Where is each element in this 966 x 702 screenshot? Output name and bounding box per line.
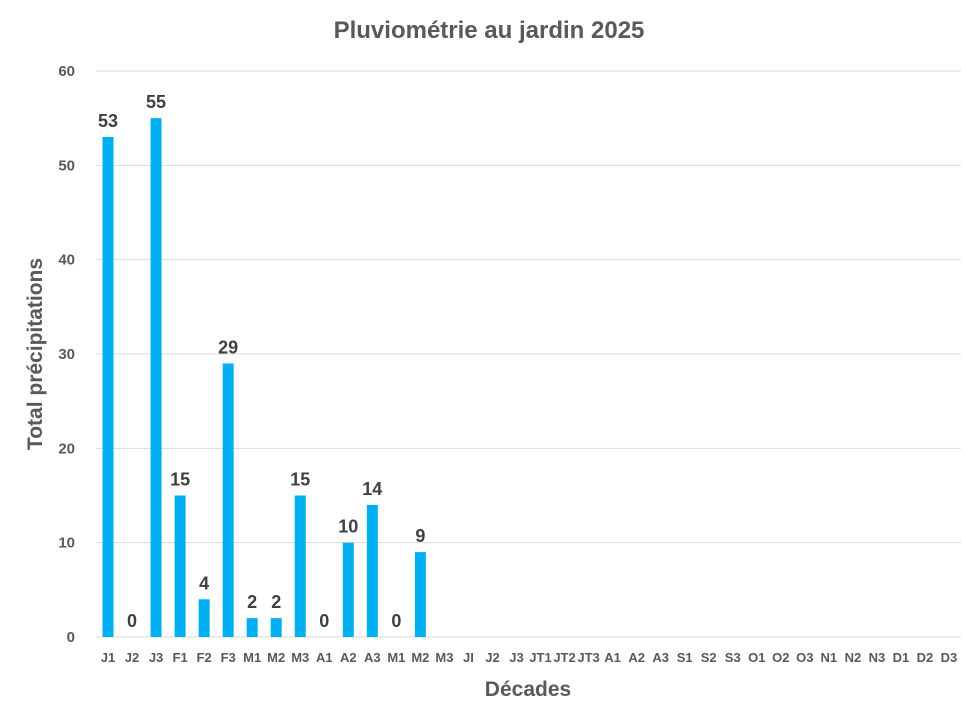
x-tick-label: A3 — [652, 650, 669, 665]
data-label: 10 — [338, 517, 358, 537]
data-label: 0 — [391, 611, 401, 631]
x-tick-label: J1 — [101, 650, 115, 665]
y-tick-label: 30 — [58, 346, 75, 363]
x-tick-label: M1 — [243, 650, 261, 665]
data-label: 2 — [247, 592, 257, 612]
data-label: 14 — [362, 479, 382, 499]
x-tick-label: J2 — [485, 650, 499, 665]
bar — [414, 552, 426, 637]
x-tick-label: D3 — [941, 650, 958, 665]
x-axis-ticks: J1 J2 J3 F1 F2 F3 M1 M2 M3 A1 A2 A3 M1 M2 M3 JI J2 J3 JT1 J… — [101, 650, 958, 665]
x-tick-label: D2 — [917, 650, 934, 665]
data-label: 0 — [319, 611, 329, 631]
bar — [366, 504, 378, 637]
x-tick-label: JT3 — [577, 650, 599, 665]
x-tick-label: F3 — [221, 650, 236, 665]
x-tick-label: M1 — [387, 650, 405, 665]
bar — [342, 542, 354, 637]
x-tick-label: A1 — [604, 650, 621, 665]
x-tick-label: O3 — [796, 650, 813, 665]
gridlines — [96, 70, 961, 638]
bar — [198, 599, 210, 637]
x-tick-label: A3 — [364, 650, 381, 665]
bar — [270, 618, 282, 637]
x-tick-label: J2 — [125, 650, 139, 665]
y-tick-label: 40 — [58, 252, 75, 269]
data-label: 9 — [415, 526, 425, 546]
x-tick-label: S2 — [701, 650, 717, 665]
x-tick-label: F1 — [173, 650, 188, 665]
bar — [222, 363, 234, 637]
x-tick-label: O1 — [748, 650, 765, 665]
data-label: 15 — [290, 470, 310, 490]
data-label: 2 — [271, 592, 281, 612]
x-tick-label: S3 — [725, 650, 741, 665]
x-tick-label: A2 — [340, 650, 357, 665]
x-tick-label: M3 — [291, 650, 309, 665]
bar — [246, 618, 258, 637]
x-tick-label: JT1 — [529, 650, 551, 665]
x-tick-label: M3 — [435, 650, 453, 665]
data-label: 0 — [127, 611, 137, 631]
y-tick-label: 60 — [58, 63, 75, 80]
bars — [102, 118, 426, 638]
bar — [174, 495, 186, 637]
y-tick-label: 20 — [58, 440, 75, 457]
x-tick-label: A1 — [316, 650, 333, 665]
x-tick-label: F2 — [197, 650, 212, 665]
y-tick-label: 0 — [67, 629, 75, 646]
y-tick-label: 50 — [58, 157, 75, 174]
x-tick-label: O2 — [772, 650, 789, 665]
bar — [294, 495, 306, 637]
x-tick-label: J3 — [509, 650, 523, 665]
x-tick-label: J3 — [149, 650, 163, 665]
chart-title: Pluviométrie au jardin 2025 — [334, 17, 645, 44]
x-axis-title: Décades — [485, 678, 571, 701]
x-tick-label: N2 — [845, 650, 862, 665]
y-axis-ticks: 0 10 20 30 40 50 60 — [58, 63, 75, 646]
data-label: 29 — [218, 337, 238, 357]
x-tick-label: A2 — [628, 650, 645, 665]
y-axis-title: Total précipitations — [24, 258, 47, 450]
bar — [102, 137, 114, 638]
data-label: 15 — [170, 470, 190, 490]
x-tick-label: S1 — [677, 650, 693, 665]
data-label: 55 — [146, 92, 166, 112]
x-tick-label: N3 — [869, 650, 886, 665]
x-tick-label: JI — [463, 650, 474, 665]
x-tick-label: N1 — [821, 650, 838, 665]
data-label: 4 — [199, 573, 209, 593]
y-tick-label: 10 — [58, 535, 75, 552]
bar — [150, 118, 162, 637]
x-tick-label: D1 — [893, 650, 910, 665]
x-tick-label: JT2 — [553, 650, 575, 665]
x-tick-label: M2 — [267, 650, 285, 665]
x-tick-label: M2 — [411, 650, 429, 665]
data-label: 53 — [98, 111, 118, 131]
